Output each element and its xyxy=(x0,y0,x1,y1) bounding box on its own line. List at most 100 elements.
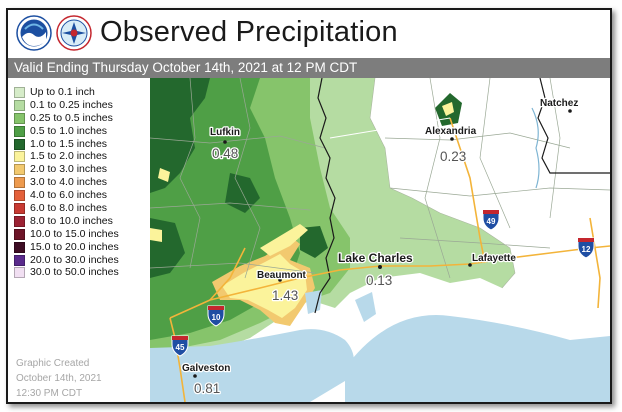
city-name: Lake Charles xyxy=(338,251,413,265)
legend-items: Up to 0.1 inch 0.1 to 0.25 inches 0.25 t… xyxy=(14,86,144,279)
legend-label: Up to 0.1 inch xyxy=(30,86,95,98)
legend-item: 3.0 to 4.0 inches xyxy=(14,176,144,189)
legend-swatch xyxy=(14,125,25,137)
legend-swatch xyxy=(14,99,25,111)
interstate-number: 45 xyxy=(176,343,185,352)
header: Observed Precipitation xyxy=(8,10,610,58)
interstate-shield: 49 xyxy=(482,209,500,231)
city-galveston: Galveston 0.81 xyxy=(181,362,232,398)
legend-swatch xyxy=(14,151,25,163)
legend-label: 8.0 to 10.0 inches xyxy=(30,214,113,227)
legend-label: 0.1 to 0.25 inches xyxy=(30,98,113,111)
gulf-of-mexico xyxy=(345,315,610,402)
precip-area xyxy=(260,224,308,256)
legend-swatch xyxy=(14,177,25,189)
legend-item: 20.0 to 30.0 inches xyxy=(14,254,144,267)
precip-value: 0.48 xyxy=(212,146,238,161)
legend-item: 15.0 to 20.0 inches xyxy=(14,241,144,254)
legend-swatch xyxy=(14,215,25,227)
precip-area xyxy=(150,78,210,193)
interstate-shield: 45 xyxy=(171,335,189,357)
legend-swatch xyxy=(14,112,25,124)
legend-item: 10.0 to 15.0 inches xyxy=(14,228,144,241)
valid-time-bar: Valid Ending Thursday October 14th, 2021… xyxy=(8,58,610,78)
interstate-number: 12 xyxy=(582,245,591,254)
legend-swatch xyxy=(14,138,25,150)
legend-swatch xyxy=(14,267,25,279)
legend-label: 2.0 to 3.0 inches xyxy=(30,163,108,176)
legend-label: 1.0 to 1.5 inches xyxy=(30,137,108,150)
legend-item: 4.0 to 6.0 inches xyxy=(14,189,144,202)
page-title: Observed Precipitation xyxy=(100,16,398,48)
us-highway xyxy=(329,117,451,139)
legend-label: 10.0 to 15.0 inches xyxy=(30,227,119,240)
valid-time-text: Valid Ending Thursday October 14th, 2021… xyxy=(14,60,358,75)
galveston-bay xyxy=(150,329,354,402)
legend-label: 0.25 to 0.5 inches xyxy=(30,111,113,124)
state-border-tx-la xyxy=(314,78,336,314)
city-name: Lafayette xyxy=(472,253,516,264)
legend-item: 0.1 to 0.25 inches xyxy=(14,99,144,112)
precip-area xyxy=(150,228,162,242)
legend-swatch xyxy=(14,228,25,240)
legend-swatch xyxy=(14,203,25,215)
legend-item: 1.0 to 1.5 inches xyxy=(14,138,144,151)
legend-label: 3.0 to 4.0 inches xyxy=(30,176,108,189)
city-name: Beaumont xyxy=(257,270,307,281)
legend-swatch xyxy=(14,164,25,176)
legend-label: 30.0 to 50.0 inches xyxy=(30,266,119,279)
precip-area xyxy=(158,168,170,182)
map-canvas: 49 12 10 45 Lufkin 0.48 xyxy=(150,78,610,402)
city-lufkin: Lufkin 0.48 xyxy=(209,126,242,163)
city-lake-charles: Lake Charles 0.13 xyxy=(337,250,415,290)
precip-area xyxy=(222,254,307,318)
interstate-shield: 12 xyxy=(577,237,595,259)
city-name: Natchez xyxy=(540,98,578,109)
noaa-logo xyxy=(16,15,52,51)
legend-item: 1.5 to 2.0 inches xyxy=(14,150,144,163)
created-line-3: 12:30 PM CDT xyxy=(16,388,83,399)
legend-label: 4.0 to 6.0 inches xyxy=(30,189,108,202)
interstate-number: 10 xyxy=(212,313,221,322)
nws-logo xyxy=(56,15,92,51)
city-beaumont: Beaumont 1.43 xyxy=(256,269,308,305)
legend-item: 0.5 to 1.0 inches xyxy=(14,125,144,138)
precip-area xyxy=(300,226,328,258)
legend-item: 2.0 to 3.0 inches xyxy=(14,163,144,176)
legend-swatch xyxy=(14,190,25,202)
city-lafayette: Lafayette xyxy=(468,252,518,267)
map-frame: Observed Precipitation Valid Ending Thur… xyxy=(6,8,612,404)
legend-item: 30.0 to 50.0 inches xyxy=(14,266,144,279)
legend-item: Up to 0.1 inch xyxy=(14,86,144,99)
sabine-lake xyxy=(305,290,322,314)
legend-item: 8.0 to 10.0 inches xyxy=(14,215,144,228)
city-natchez: Natchez xyxy=(539,97,580,113)
legend-item: 0.25 to 0.5 inches xyxy=(14,112,144,125)
precip-value: 1.43 xyxy=(272,288,298,303)
graphic-created-note: Graphic Created October 14th, 2021 12:30… xyxy=(16,356,102,401)
county-lines xyxy=(150,78,610,279)
city-name: Galveston xyxy=(182,363,230,374)
legend-swatch xyxy=(14,254,25,266)
created-line-1: Graphic Created xyxy=(16,358,90,369)
legend-label: 6.0 to 8.0 inches xyxy=(30,202,108,215)
city-alexandria: Alexandria 0.23 xyxy=(424,125,478,166)
city-name: Lufkin xyxy=(210,127,240,138)
created-line-2: October 14th, 2021 xyxy=(16,373,102,384)
legend: Up to 0.1 inch 0.1 to 0.25 inches 0.25 t… xyxy=(8,78,150,402)
state-border-la-ms xyxy=(537,78,610,174)
legend-label: 0.5 to 1.0 inches xyxy=(30,124,108,137)
interstate-number: 49 xyxy=(487,217,496,226)
precip-value: 0.13 xyxy=(366,273,392,288)
legend-swatch xyxy=(14,87,25,98)
legend-label: 1.5 to 2.0 inches xyxy=(30,150,108,163)
legend-label: 15.0 to 20.0 inches xyxy=(30,240,119,253)
precip-area xyxy=(442,102,454,116)
precip-edge xyxy=(369,78,516,289)
legend-item: 6.0 to 8.0 inches xyxy=(14,202,144,215)
legend-label: 20.0 to 30.0 inches xyxy=(30,253,119,266)
precip-value: 0.23 xyxy=(440,149,466,164)
calcasieu-lake xyxy=(355,292,376,322)
legend-swatch xyxy=(14,241,25,253)
precip-value: 0.81 xyxy=(194,381,220,396)
